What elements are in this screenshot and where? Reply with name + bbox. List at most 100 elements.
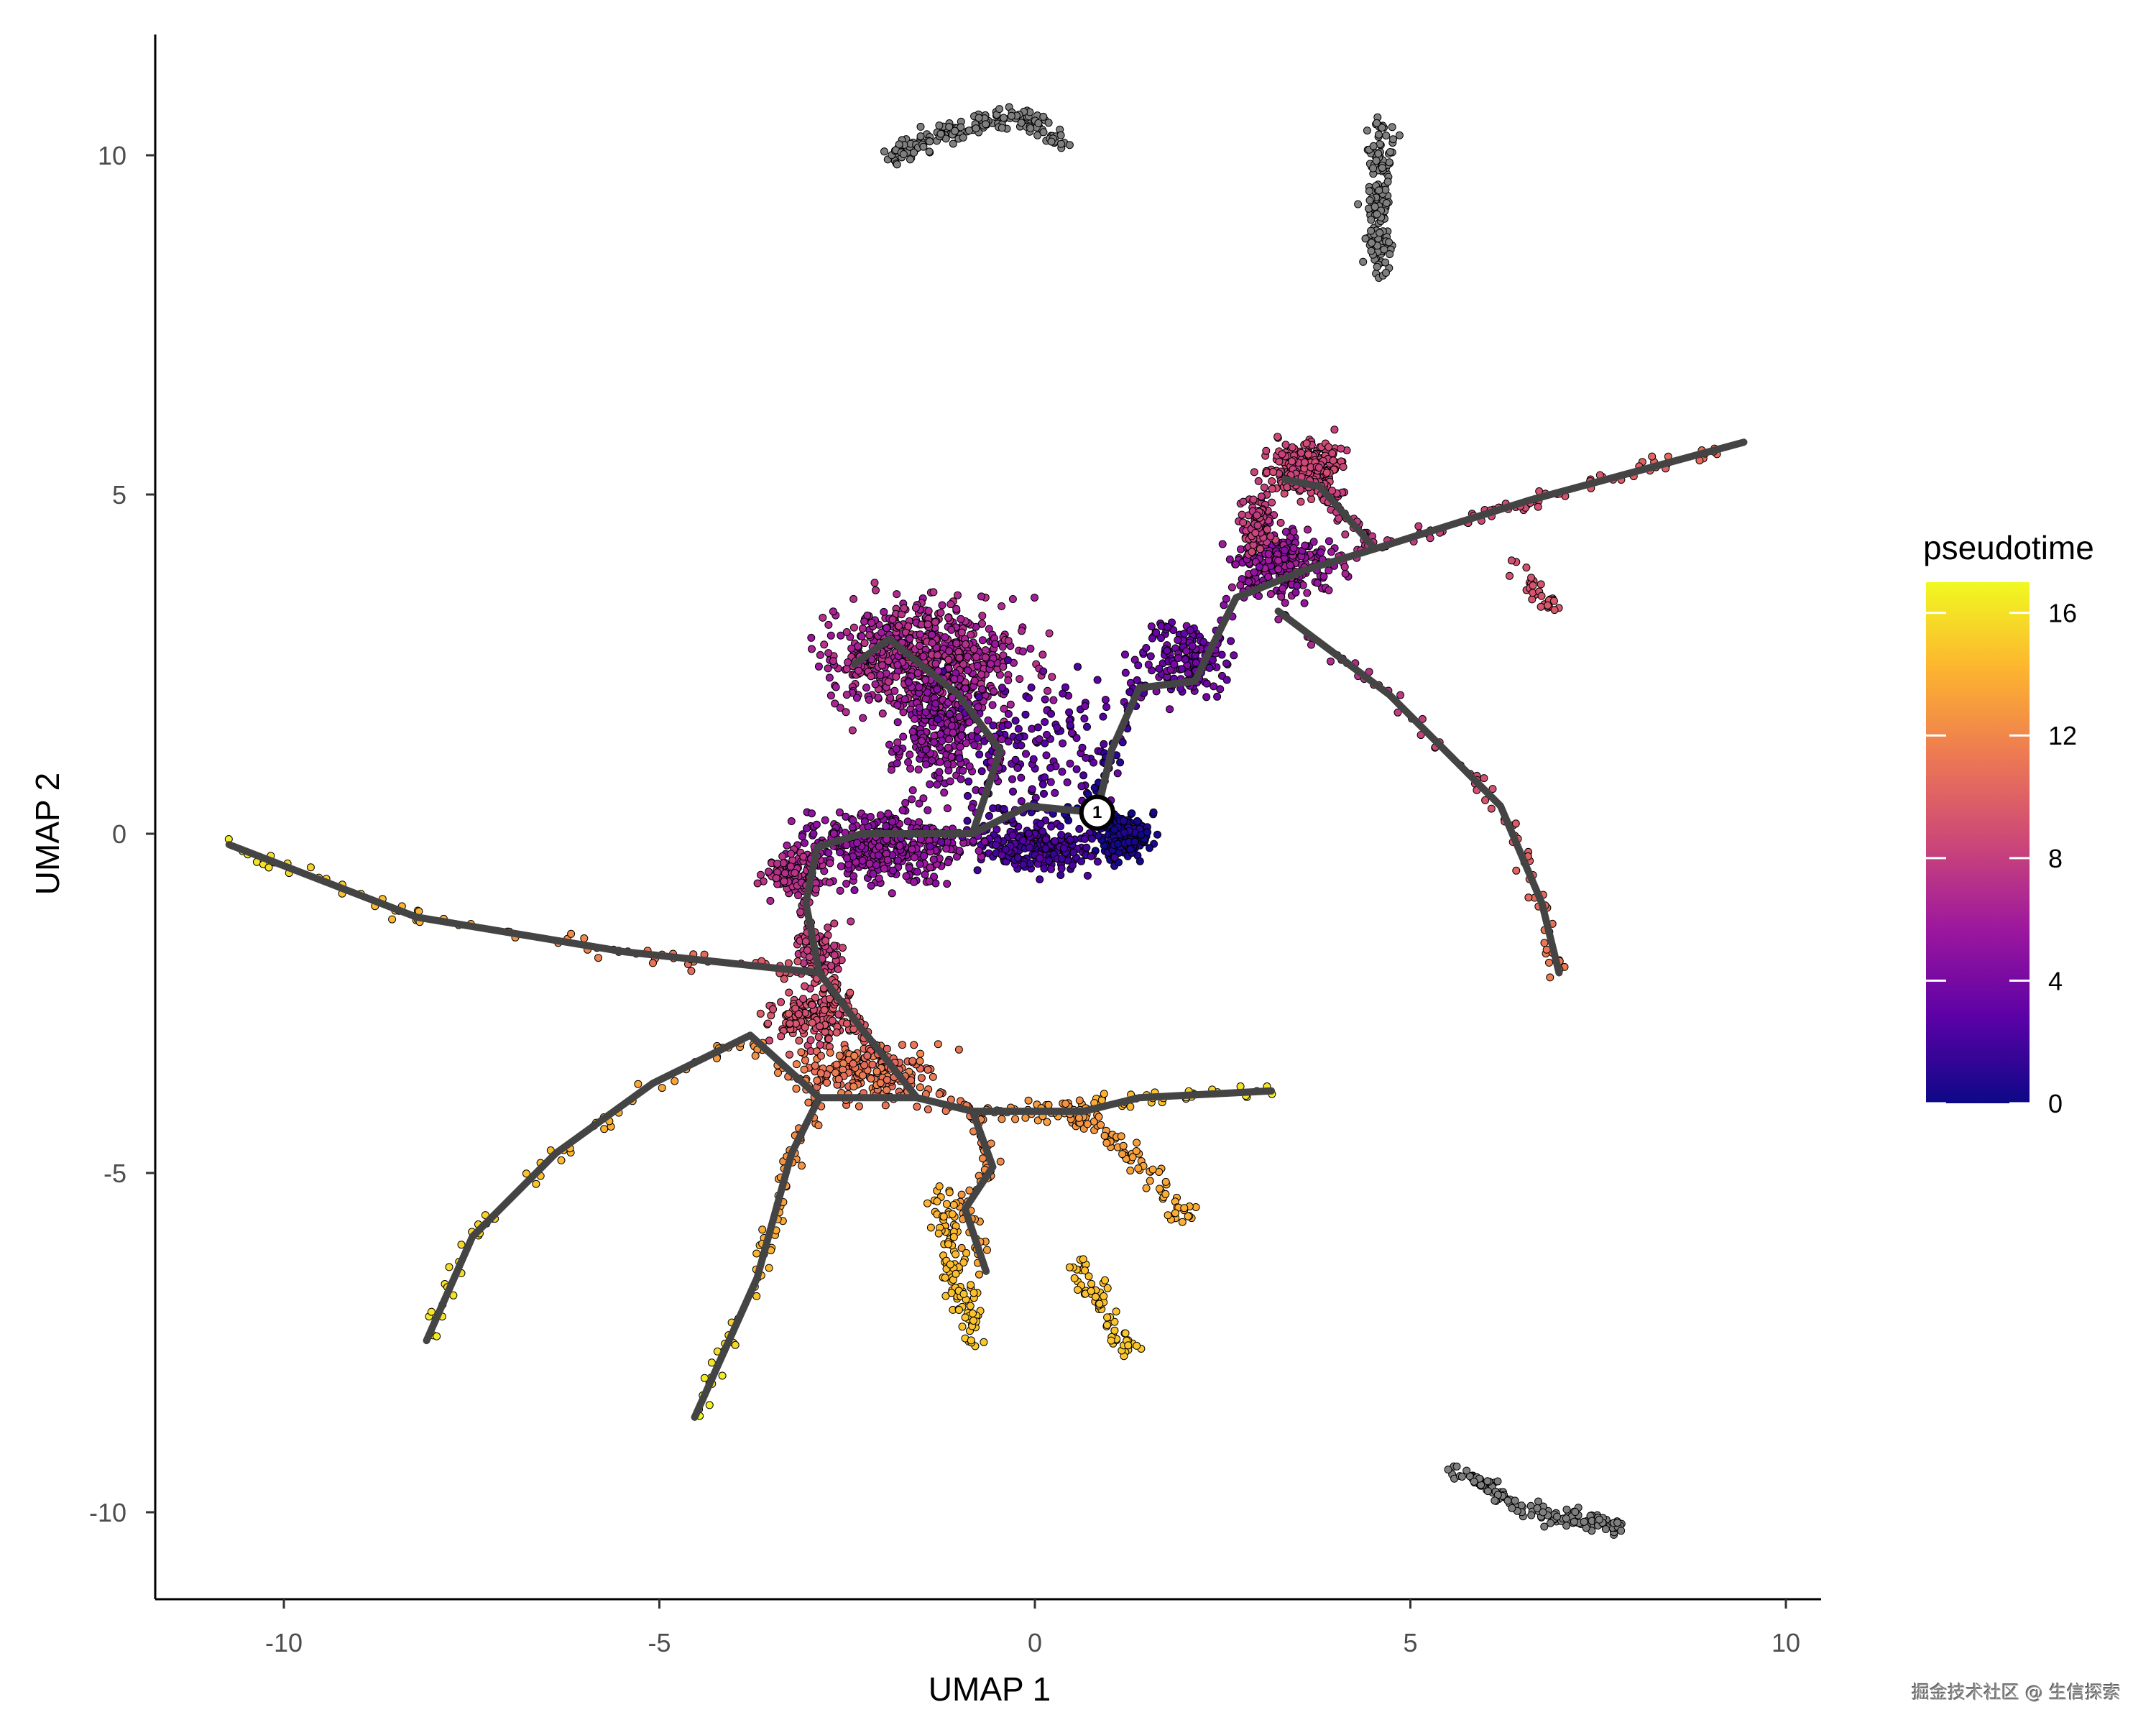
cell-point (992, 841, 1000, 850)
cell-point (945, 735, 954, 744)
cell-point (807, 633, 816, 642)
cell-point (1309, 538, 1318, 546)
cell-point (917, 1074, 926, 1082)
cell-point (1199, 638, 1207, 646)
cell-point (1534, 502, 1542, 511)
cell-point (893, 856, 902, 865)
y-tick-label: 0 (112, 819, 126, 849)
x-axis-title: UMAP 1 (929, 1670, 1051, 1708)
cell-point (1036, 819, 1045, 828)
cell-point (1128, 809, 1136, 818)
cell-point (772, 874, 780, 883)
cell-point (926, 863, 934, 872)
cell-point (1487, 804, 1496, 813)
cell-point (1256, 545, 1264, 553)
cell-point (1041, 773, 1049, 781)
cell-point (1444, 1466, 1452, 1474)
cell-point (757, 870, 765, 879)
cell-point (842, 708, 850, 717)
cell-point (908, 727, 917, 736)
cell-point (1388, 123, 1396, 132)
cell-point (931, 618, 939, 626)
cell-point (819, 613, 827, 622)
cell-point (854, 1102, 863, 1110)
cell-point (1317, 548, 1325, 557)
cell-point (893, 738, 902, 747)
cell-point (799, 995, 808, 1003)
cell-point (936, 129, 945, 138)
cell-point (947, 722, 956, 730)
cell-point (811, 1062, 819, 1070)
cell-point (1110, 853, 1119, 862)
cell-point (922, 745, 930, 754)
cell-point (826, 691, 835, 700)
cell-point (1481, 796, 1490, 804)
cell-point (1049, 696, 1058, 704)
cell-point (1363, 126, 1371, 135)
cell-point (1164, 623, 1172, 631)
cell-point (1103, 1284, 1112, 1292)
cell-point (1255, 592, 1263, 600)
cell-point (1613, 1519, 1622, 1527)
cell-point (895, 842, 904, 850)
cell-point (1547, 1519, 1554, 1527)
cell-point (826, 631, 835, 640)
cell-point (886, 694, 895, 702)
cell-point (1102, 703, 1111, 712)
cell-point (1307, 495, 1316, 503)
cell-point (1202, 679, 1211, 688)
cell-point (783, 841, 791, 850)
cell-point (1057, 139, 1065, 148)
cell-point (836, 848, 844, 857)
cell-point (1205, 663, 1214, 672)
cell-point (944, 614, 953, 622)
cell-point (957, 615, 965, 623)
cell-point (1132, 1147, 1141, 1155)
cell-point (1341, 530, 1350, 539)
cell-point (1039, 667, 1048, 676)
cell-point (867, 1075, 875, 1083)
cell-point (910, 878, 918, 886)
cell-point (1080, 714, 1089, 723)
cell-point (817, 1052, 825, 1060)
cell-point (1146, 1177, 1154, 1185)
cell-point (1124, 1341, 1133, 1350)
cell-point (1395, 131, 1404, 139)
cell-point (1113, 769, 1122, 778)
cell-point (913, 868, 921, 876)
cell-point (1372, 157, 1381, 165)
cell-point (1079, 771, 1088, 780)
cell-point (1239, 497, 1248, 506)
cell-point (532, 1179, 540, 1188)
cell-point (934, 1229, 943, 1238)
cell-point (1222, 594, 1230, 603)
cell-point (1008, 595, 1017, 603)
cell-point (1013, 763, 1022, 772)
cell-point (1250, 468, 1258, 477)
cell-point (1462, 1466, 1471, 1475)
cell-point (1276, 518, 1285, 527)
cell-point (1100, 1090, 1108, 1098)
cell-point (1004, 676, 1013, 685)
cell-point (1369, 142, 1378, 150)
cell-point (923, 620, 932, 629)
cell-point (962, 1248, 971, 1257)
cell-point (1017, 741, 1026, 750)
cell-point (900, 695, 909, 704)
cell-point (962, 739, 970, 748)
cell-point (834, 965, 842, 973)
cell-point (794, 891, 803, 900)
cell-point (806, 1036, 815, 1044)
cell-point (926, 137, 934, 146)
cell-point (1528, 595, 1537, 604)
cell-point (1134, 661, 1143, 670)
cell-point (1056, 871, 1065, 879)
cell-point (1339, 463, 1348, 472)
cell-point (1134, 1164, 1143, 1173)
cell-point (915, 683, 923, 691)
cell-point (1329, 456, 1337, 465)
cell-point (1093, 857, 1102, 866)
cell-point (972, 653, 980, 661)
cell-point (801, 839, 808, 847)
